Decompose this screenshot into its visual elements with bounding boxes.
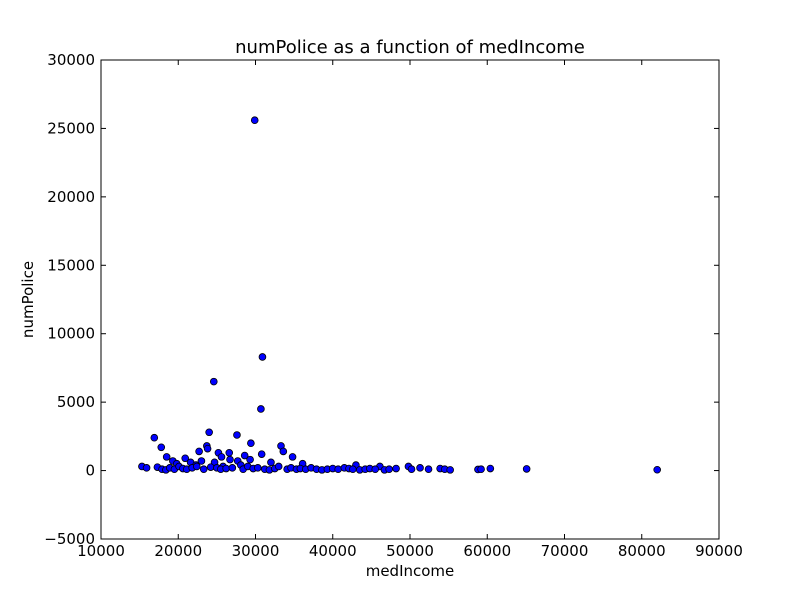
data-point (257, 450, 266, 458)
y-tick-label: 25000 (47, 119, 95, 137)
data-point (446, 466, 454, 474)
x-tick-label: 20000 (154, 542, 202, 560)
data-point (653, 465, 661, 474)
data-points (138, 116, 661, 474)
data-point (209, 377, 218, 386)
data-point (226, 455, 234, 464)
x-tick-label: 70000 (541, 542, 589, 560)
data-point (240, 451, 249, 460)
data-point (349, 465, 357, 474)
data-point (334, 465, 342, 474)
data-point (162, 453, 171, 461)
x-tick-label: 40000 (309, 542, 357, 560)
data-point (228, 464, 237, 472)
data-point (267, 458, 275, 467)
data-point (477, 465, 485, 474)
data-point (407, 465, 416, 474)
data-point (254, 464, 262, 472)
data-point (257, 405, 265, 413)
data-point (199, 465, 208, 474)
y-tick-label: 15000 (47, 256, 95, 274)
y-tick-label: 30000 (47, 51, 95, 69)
chart-title: numPolice as a function of medIncome (235, 37, 585, 58)
data-point (225, 448, 234, 457)
data-point (222, 464, 230, 473)
data-point (157, 443, 166, 452)
x-axis-title: medIncome (366, 562, 455, 580)
data-point (233, 431, 241, 439)
x-tick-label: 60000 (463, 542, 511, 560)
data-point (197, 457, 206, 465)
y-axis-title: numPolice (19, 261, 37, 338)
data-point (416, 464, 424, 472)
data-point (279, 447, 288, 456)
data-point (258, 353, 267, 361)
data-point (246, 455, 254, 464)
data-point (217, 453, 226, 461)
x-tick-label: 80000 (618, 542, 666, 560)
axis-ticks: 10000 20000 30000 40000 50000 60000 70000 80000… (44, 51, 743, 560)
data-point (205, 428, 213, 437)
x-tick-label: 30000 (232, 542, 280, 560)
data-point (203, 444, 212, 453)
data-point (522, 465, 531, 473)
data-point (250, 116, 259, 125)
data-point (385, 465, 393, 474)
data-point (274, 462, 283, 471)
data-point (247, 439, 255, 448)
x-tick-label: 50000 (386, 542, 434, 560)
y-tick-label: 5000 (57, 393, 95, 411)
data-point (192, 462, 201, 471)
y-tick-label: −5000 (44, 530, 95, 548)
data-point (424, 465, 433, 474)
x-tick-label: 10000 (77, 542, 125, 560)
y-tick-label: 0 (85, 462, 95, 480)
data-point (195, 447, 203, 456)
y-tick-label: 20000 (47, 188, 95, 206)
y-tick-label: 10000 (47, 325, 95, 343)
plot-frame (100, 59, 720, 540)
data-point (181, 454, 190, 463)
data-point (288, 453, 297, 461)
data-point (371, 465, 380, 474)
data-point (206, 463, 215, 471)
data-point (486, 464, 495, 473)
data-point (392, 464, 400, 473)
data-point (150, 433, 159, 442)
data-point (142, 464, 151, 472)
x-tick-label: 90000 (695, 542, 743, 560)
